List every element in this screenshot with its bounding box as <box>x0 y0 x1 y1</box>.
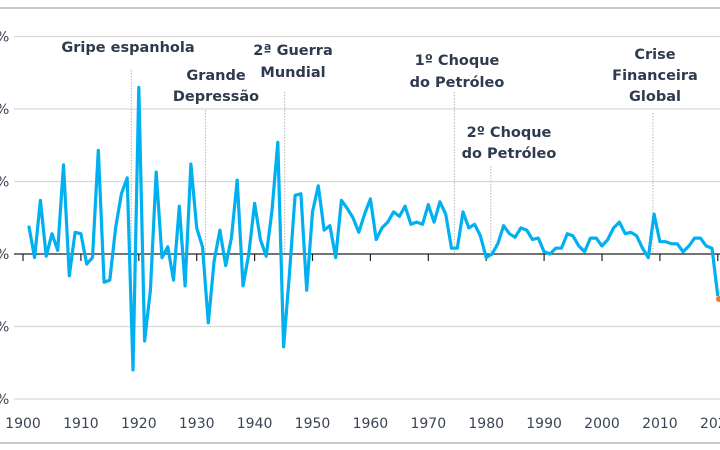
event-annotation-label: Mundial <box>260 65 325 81</box>
projection-point <box>715 295 720 302</box>
y-tick-label: % <box>0 392 9 408</box>
x-tick-label: 1960 <box>353 416 389 432</box>
growth-series-line <box>27 85 720 372</box>
x-tick-label: 2010 <box>642 416 678 432</box>
event-annotation-label: Grande <box>186 68 246 84</box>
x-tick-label: 1920 <box>121 416 157 432</box>
x-tick-label: 1980 <box>468 416 504 432</box>
event-annotation-label: do Petróleo <box>462 146 557 162</box>
y-tick-label: % <box>0 320 9 336</box>
x-tick-label: 1950 <box>295 416 331 432</box>
y-tick-label: % <box>0 247 9 263</box>
x-tick-label: 2020 <box>700 416 720 432</box>
event-annotation-label: Crise <box>634 47 675 63</box>
event-annotation-label: Global <box>629 89 681 105</box>
y-tick-label: % <box>0 30 9 46</box>
y-tick-label: % <box>0 102 9 118</box>
event-annotation-label: 2ª Guerra <box>253 43 332 59</box>
x-tick-label: 1940 <box>237 416 273 432</box>
x-tick-label: 1930 <box>179 416 215 432</box>
event-annotation-label: 1º Choque <box>415 53 500 69</box>
event-annotation-label: Gripe espanhola <box>61 40 194 56</box>
x-tick-label: 1910 <box>63 416 99 432</box>
event-annotation-label: 2º Choque <box>467 125 552 141</box>
y-tick-label: % <box>0 175 9 191</box>
event-annotation-label: Financeira <box>612 68 698 84</box>
event-annotation-label: Depressão <box>173 89 259 105</box>
event-annotation-label: do Petróleo <box>410 75 505 91</box>
x-tick-label: 1990 <box>526 416 562 432</box>
x-tick-label: 1970 <box>410 416 446 432</box>
x-tick-label: 2000 <box>584 416 620 432</box>
x-tick-label: 1900 <box>5 416 41 432</box>
